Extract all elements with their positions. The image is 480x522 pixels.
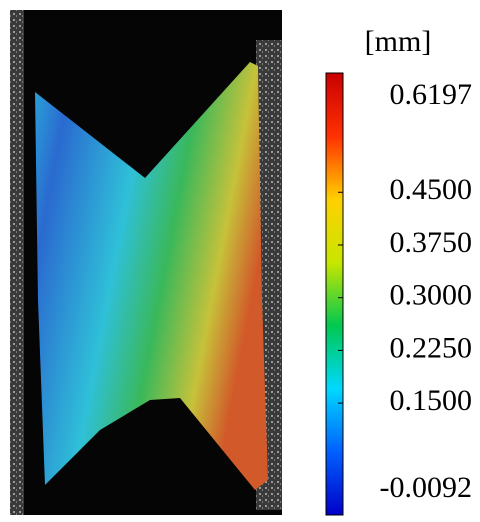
colorbar-tick-label: -0.0092 <box>380 471 473 504</box>
colorbar-tick-label: 0.4500 <box>390 173 473 206</box>
colorbar-tick-label: 0.3000 <box>390 279 473 312</box>
colorbar-tick-label: 0.1500 <box>390 384 473 417</box>
colorbar-unit: [mm] <box>365 25 432 58</box>
left-edge <box>10 10 24 515</box>
colorbar: 0.6197 0.4500 0.3750 0.3000 0.2250 0.1500 -0.0… <box>325 72 473 516</box>
colorbar-tick-label: 0.6197 <box>390 78 473 111</box>
specimen-field <box>35 62 268 490</box>
colorbar-tick-label: 0.3750 <box>390 226 473 259</box>
colorbar-tick-label: 0.2250 <box>390 331 473 364</box>
colorbar-bar <box>325 72 344 516</box>
